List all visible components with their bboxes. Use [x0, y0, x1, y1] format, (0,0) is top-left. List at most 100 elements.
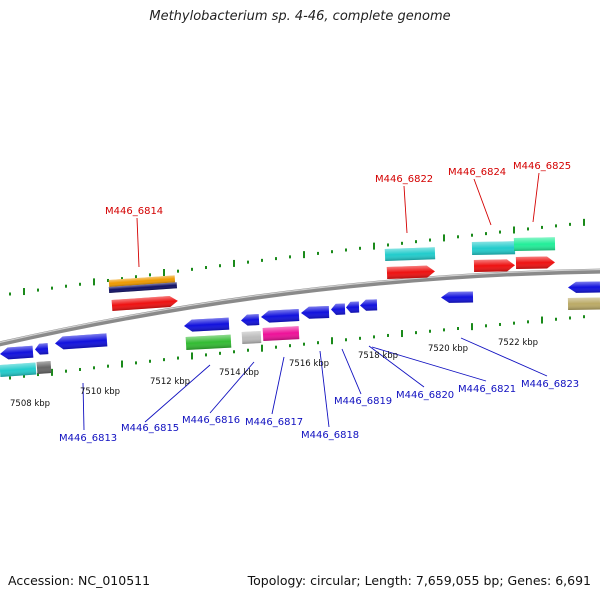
minor-tick: [331, 250, 333, 254]
gene-shading: [360, 299, 378, 311]
gene-label[interactable]: M446_6813: [59, 433, 117, 444]
gene-feature: [386, 265, 435, 279]
minor-tick: [135, 361, 137, 365]
gene-feature: [384, 247, 436, 261]
gene-shading: [36, 361, 52, 374]
leader-line: [473, 178, 492, 226]
gene-label[interactable]: M446_6818: [301, 430, 359, 441]
minor-tick: [247, 260, 249, 264]
gene-label[interactable]: M446_6825: [513, 161, 571, 172]
minor-tick: [317, 341, 319, 345]
minor-tick: [121, 277, 123, 281]
leader-line: [368, 345, 425, 388]
leader-line: [136, 217, 140, 268]
minor-tick: [219, 351, 221, 355]
minor-tick: [499, 230, 501, 234]
minor-tick: [191, 267, 193, 271]
minor-tick: [275, 257, 277, 261]
gene-shading: [513, 237, 556, 251]
leader-line: [82, 382, 85, 431]
gene-feature: [185, 334, 232, 350]
gene-shading: [346, 301, 360, 313]
minor-tick: [387, 333, 389, 337]
minor-tick: [51, 286, 53, 290]
minor-tick: [79, 367, 81, 371]
minor-tick: [107, 278, 109, 282]
minor-tick: [485, 232, 487, 236]
minor-tick: [205, 266, 207, 270]
gene-shading: [384, 247, 436, 261]
genome-backbone: [0, 268, 600, 347]
minor-tick: [303, 342, 305, 346]
minor-tick: [345, 248, 347, 252]
minor-tick: [275, 345, 277, 349]
map-title: Methylobacterium sp. 4-46, complete geno…: [149, 9, 451, 24]
gene-shading: [471, 241, 516, 255]
minor-tick: [37, 288, 39, 292]
tick-label: 7510 kbp: [80, 387, 120, 397]
leader-lines: [82, 172, 548, 431]
gene-feature: [55, 333, 108, 350]
minor-tick: [65, 284, 67, 288]
minor-tick: [107, 364, 109, 368]
minor-tick: [513, 321, 515, 325]
gene-feature: [184, 317, 230, 332]
minor-tick: [527, 320, 529, 324]
leader-line: [319, 350, 330, 428]
minor-tick: [345, 338, 347, 342]
gene-feature: [567, 297, 600, 310]
minor-tick: [555, 224, 557, 228]
gene-feature: [346, 301, 360, 313]
tick-labels: 7508 kbp 7510 kbp 7512 kbp 7514 kbp 7516…: [10, 338, 538, 409]
gene-label[interactable]: M446_6820: [396, 390, 454, 401]
gene-label[interactable]: M446_6821: [458, 384, 516, 395]
minor-tick: [247, 348, 249, 352]
minor-tick: [9, 376, 11, 380]
gene-shading: [241, 331, 262, 344]
tick-label: 7508 kbp: [10, 399, 50, 409]
minor-tick: [205, 353, 207, 357]
tick-label: 7512 kbp: [150, 377, 190, 387]
gene-feature: [241, 331, 262, 344]
minor-tick: [387, 243, 389, 247]
minor-tick: [261, 258, 263, 262]
gene-label[interactable]: M446_6823: [521, 379, 579, 390]
minor-tick: [359, 336, 361, 340]
major-tick: [373, 242, 375, 250]
minor-tick: [569, 222, 571, 226]
minor-tick: [415, 240, 417, 244]
gene-label[interactable]: M446_6814: [105, 206, 163, 217]
gene-label[interactable]: M446_6819: [334, 396, 392, 407]
gene-shading: [567, 297, 600, 310]
gene-feature: [111, 295, 178, 311]
minor-tick: [457, 327, 459, 331]
gene-feature: [331, 303, 346, 315]
gene-shading: [184, 317, 230, 332]
leader-line: [144, 364, 211, 423]
gene-label[interactable]: M446_6817: [245, 417, 303, 428]
major-tick: [191, 352, 193, 360]
minor-tick: [79, 282, 81, 286]
leader-line: [341, 348, 362, 395]
gene-feature: [108, 275, 176, 287]
minor-tick: [93, 366, 95, 370]
major-tick: [331, 337, 333, 345]
major-tick: [401, 330, 403, 338]
gene-feature: [108, 282, 178, 293]
gene-feature: [568, 281, 600, 293]
leader-line: [209, 361, 255, 414]
gene-label[interactable]: M446_6815: [121, 423, 179, 434]
minor-tick: [233, 350, 235, 354]
gene-feature: [0, 345, 34, 360]
leader-line: [532, 172, 540, 223]
gene-feature: [515, 256, 555, 269]
gene-shading: [111, 295, 178, 311]
gene-label[interactable]: M446_6816: [182, 415, 240, 426]
major-tick: [471, 323, 473, 331]
gene-label[interactable]: M446_6824: [448, 167, 506, 178]
gene-shading: [473, 259, 515, 272]
minor-tick: [471, 233, 473, 237]
gene-label[interactable]: M446_6822: [375, 174, 433, 185]
minor-tick: [177, 269, 179, 273]
